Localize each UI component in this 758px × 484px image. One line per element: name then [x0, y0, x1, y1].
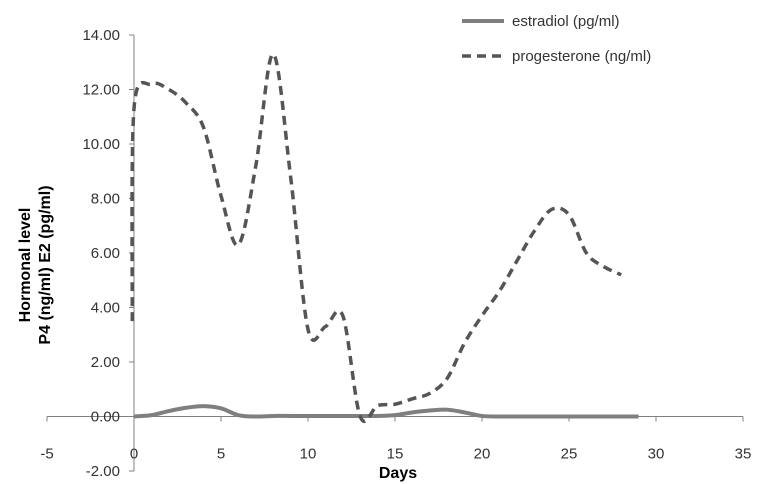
series-line-estradiol [133, 404, 639, 419]
x-tick-label: 35 [735, 446, 752, 463]
y-tick-label: 4.00 [91, 300, 120, 317]
y-tick-label: 8.00 [91, 191, 120, 208]
y-tick-label: 0.00 [91, 409, 120, 426]
x-tick-label: -5 [40, 446, 53, 463]
y-tick-label: 12.00 [82, 82, 120, 99]
tick-labels: -5 0 5 10 15 20 25 30 35 -2.00 0.00 2.00 4.00 6.00 8.0… [40, 27, 751, 480]
y-axis-title-line-2: P4 (ng/ml) E2 (pg/ml) [37, 185, 54, 344]
series-line-progesterone [130, 52, 622, 424]
y-tick-label: -2.00 [86, 463, 120, 480]
y-tick-label: 10.00 [82, 136, 120, 153]
x-tick-label: 20 [474, 446, 491, 463]
x-tick-label: 5 [217, 446, 225, 463]
y-tick-label: 14.00 [82, 27, 120, 44]
y-tick-label: 6.00 [91, 245, 120, 262]
y-axis-title-line-1: Hormonal level [17, 208, 34, 323]
series-lines [130, 52, 639, 424]
x-tick-label: 30 [648, 446, 665, 463]
legend-label-progesterone: progesterone (ng/ml) [512, 48, 651, 65]
legend: estradiol (pg/ml) progesterone (ng/ml) [462, 13, 651, 65]
x-axis-title: Days [379, 465, 417, 482]
x-tick-label: 0 [130, 446, 138, 463]
y-axis-title: Hormonal level P4 (ng/ml) E2 (pg/ml) [17, 185, 54, 344]
x-tick-label: 10 [300, 446, 317, 463]
x-tick-label: 25 [561, 446, 578, 463]
legend-label-estradiol: estradiol (pg/ml) [512, 13, 620, 30]
y-tick-label: 2.00 [91, 354, 120, 371]
x-tick-label: 15 [387, 446, 404, 463]
